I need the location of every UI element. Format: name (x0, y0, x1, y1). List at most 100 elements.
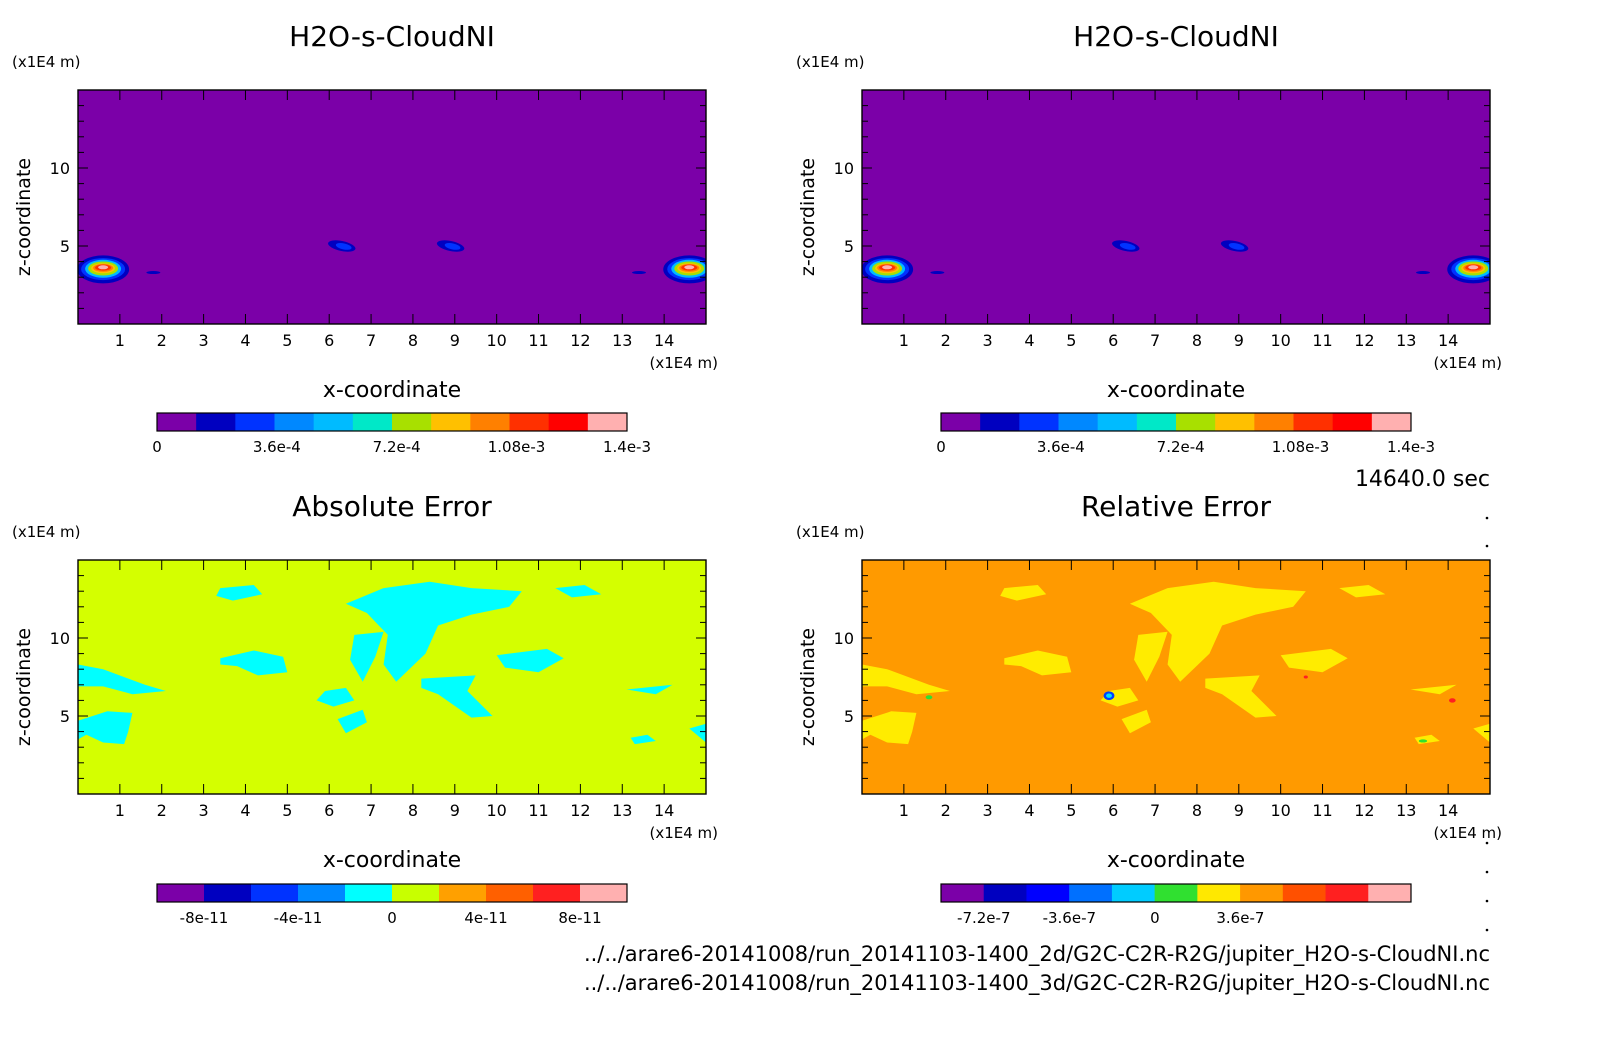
colorbar-swatch (587, 413, 628, 431)
x-axis-label: x-coordinate (1107, 378, 1245, 403)
colorbar-swatch (1371, 413, 1412, 431)
colorbar-swatch (533, 884, 581, 902)
colorbar-tick-label: -3.6e-7 (1043, 909, 1096, 927)
colorbar-tick-label: 1.08e-3 (1272, 438, 1330, 456)
plot-frame (77, 559, 707, 795)
error-contour (862, 664, 950, 695)
x-tick-label: 8 (408, 801, 418, 820)
y-unit-label: (x1E4 m) (12, 53, 81, 71)
cloud-contour (632, 271, 647, 275)
x-tick-label: 5 (1066, 331, 1076, 350)
plot-frame (861, 559, 1491, 795)
x-tick-label: 8 (408, 331, 418, 350)
colorbar: 0 3.6e-4 7.2e-4 1.08e-3 1.4e-3 (152, 412, 651, 456)
colorbar-swatch (941, 413, 981, 431)
error-contour (630, 734, 656, 745)
x-unit-label: (x1E4 m) (1433, 354, 1502, 372)
y-axis-label: z-coordinate (13, 158, 35, 276)
colorbar: 0 3.6e-4 7.2e-4 1.08e-3 1.4e-3 (936, 412, 1435, 456)
x-tick-label: 6 (324, 801, 334, 820)
colorbar-swatch (1282, 884, 1327, 902)
x-unit-label: (x1E4 m) (649, 354, 718, 372)
colorbar-frame (940, 883, 1412, 903)
colorbar-swatch (392, 884, 440, 902)
colorbar-tick-label: 8e-11 (558, 909, 601, 927)
y-tick-label: 5 (60, 237, 70, 256)
colorbar-frame (156, 883, 628, 903)
colorbar-swatch (298, 884, 346, 902)
error-contour (1473, 723, 1490, 743)
error-contour (220, 650, 288, 676)
x-tick-label: 4 (1024, 801, 1034, 820)
plot-area (78, 560, 706, 794)
plot-area (862, 560, 1490, 794)
colorbar-frame (156, 412, 628, 432)
x-tick-label: 2 (941, 331, 951, 350)
x-tick-label: 10 (486, 801, 506, 820)
colorbar-swatch (580, 884, 628, 902)
error-contour (1000, 585, 1047, 601)
plot-area (78, 90, 706, 324)
colorbar-swatch (1176, 413, 1216, 431)
x-tick-label: 13 (1396, 331, 1416, 350)
error-contour (1448, 698, 1456, 703)
colorbar-swatch (509, 413, 550, 431)
x-tick-label: 3 (983, 331, 993, 350)
x-tick-label: 14 (654, 331, 674, 350)
plot-area (862, 90, 1490, 324)
colorbar-swatch (345, 884, 393, 902)
y-axis-label: z-coordinate (797, 628, 819, 746)
error-contour (1410, 684, 1457, 695)
x-tick-label: 6 (1108, 801, 1118, 820)
cloud-contour (146, 271, 161, 275)
error-contour (1418, 739, 1428, 743)
time-label: 14640.0 sec (1355, 467, 1490, 492)
x-tick-label: 7 (366, 801, 376, 820)
colorbar-swatch (1026, 884, 1070, 902)
colorbar-swatch (431, 413, 471, 431)
error-contour (216, 585, 263, 601)
error-contour (1134, 631, 1168, 682)
colorbar-swatch (1325, 884, 1369, 902)
chart-panel-3: Absolute Error(x1E4 m)1 2 3 4 5 6 7 8 9 10 11 12 13 1… (12, 490, 718, 927)
x-tick-label: 12 (570, 331, 590, 350)
error-contour (626, 684, 673, 695)
error-contour (1205, 675, 1277, 718)
x-tick-label: 4 (240, 801, 250, 820)
error-contour (350, 631, 384, 682)
cloud-contour (335, 243, 352, 250)
y-axis-label: z-coordinate (13, 628, 35, 746)
x-tick-label: 7 (366, 331, 376, 350)
y-tick-label: 10 (834, 159, 854, 178)
source-file-path: ../../arare6-20141008/run_20141103-1400_… (584, 942, 1490, 967)
colorbar-swatch (313, 413, 354, 431)
x-tick-label: 13 (1396, 801, 1416, 820)
error-contour (925, 695, 933, 700)
colorbar-swatch (548, 413, 589, 431)
colorbar-swatch (251, 884, 299, 902)
x-tick-label: 3 (199, 801, 209, 820)
error-contour (316, 687, 355, 707)
error-contour (337, 709, 367, 734)
plot-background (78, 90, 706, 324)
error-contour (1280, 648, 1348, 673)
cloud-contour (684, 265, 695, 270)
colorbar-swatch (1254, 413, 1294, 431)
colorbar-swatch (1215, 413, 1255, 431)
marker-dot (1485, 841, 1489, 845)
colorbar-swatch (274, 413, 315, 431)
x-tick-label: 14 (1438, 331, 1458, 350)
chart-panel-2: H2O-s-CloudNI(x1E4 m)1 2 3 4 5 6 7 8 9 10 11 12 13 14… (796, 20, 1502, 456)
colorbar-swatch (1069, 884, 1113, 902)
chart-title: Absolute Error (292, 490, 492, 523)
y-tick-label: 5 (60, 707, 70, 726)
x-tick-label: 9 (1234, 331, 1244, 350)
colorbar-tick-label: -7.2e-7 (957, 909, 1010, 927)
colorbar-swatch (1136, 413, 1177, 431)
colorbar-tick-label: 3.6e-4 (253, 438, 301, 456)
x-tick-label: 12 (570, 801, 590, 820)
colorbar-swatch (980, 413, 1020, 431)
y-unit-label: (x1E4 m) (12, 523, 81, 541)
error-contour (1106, 693, 1112, 698)
y-unit-label: (x1E4 m) (796, 523, 865, 541)
